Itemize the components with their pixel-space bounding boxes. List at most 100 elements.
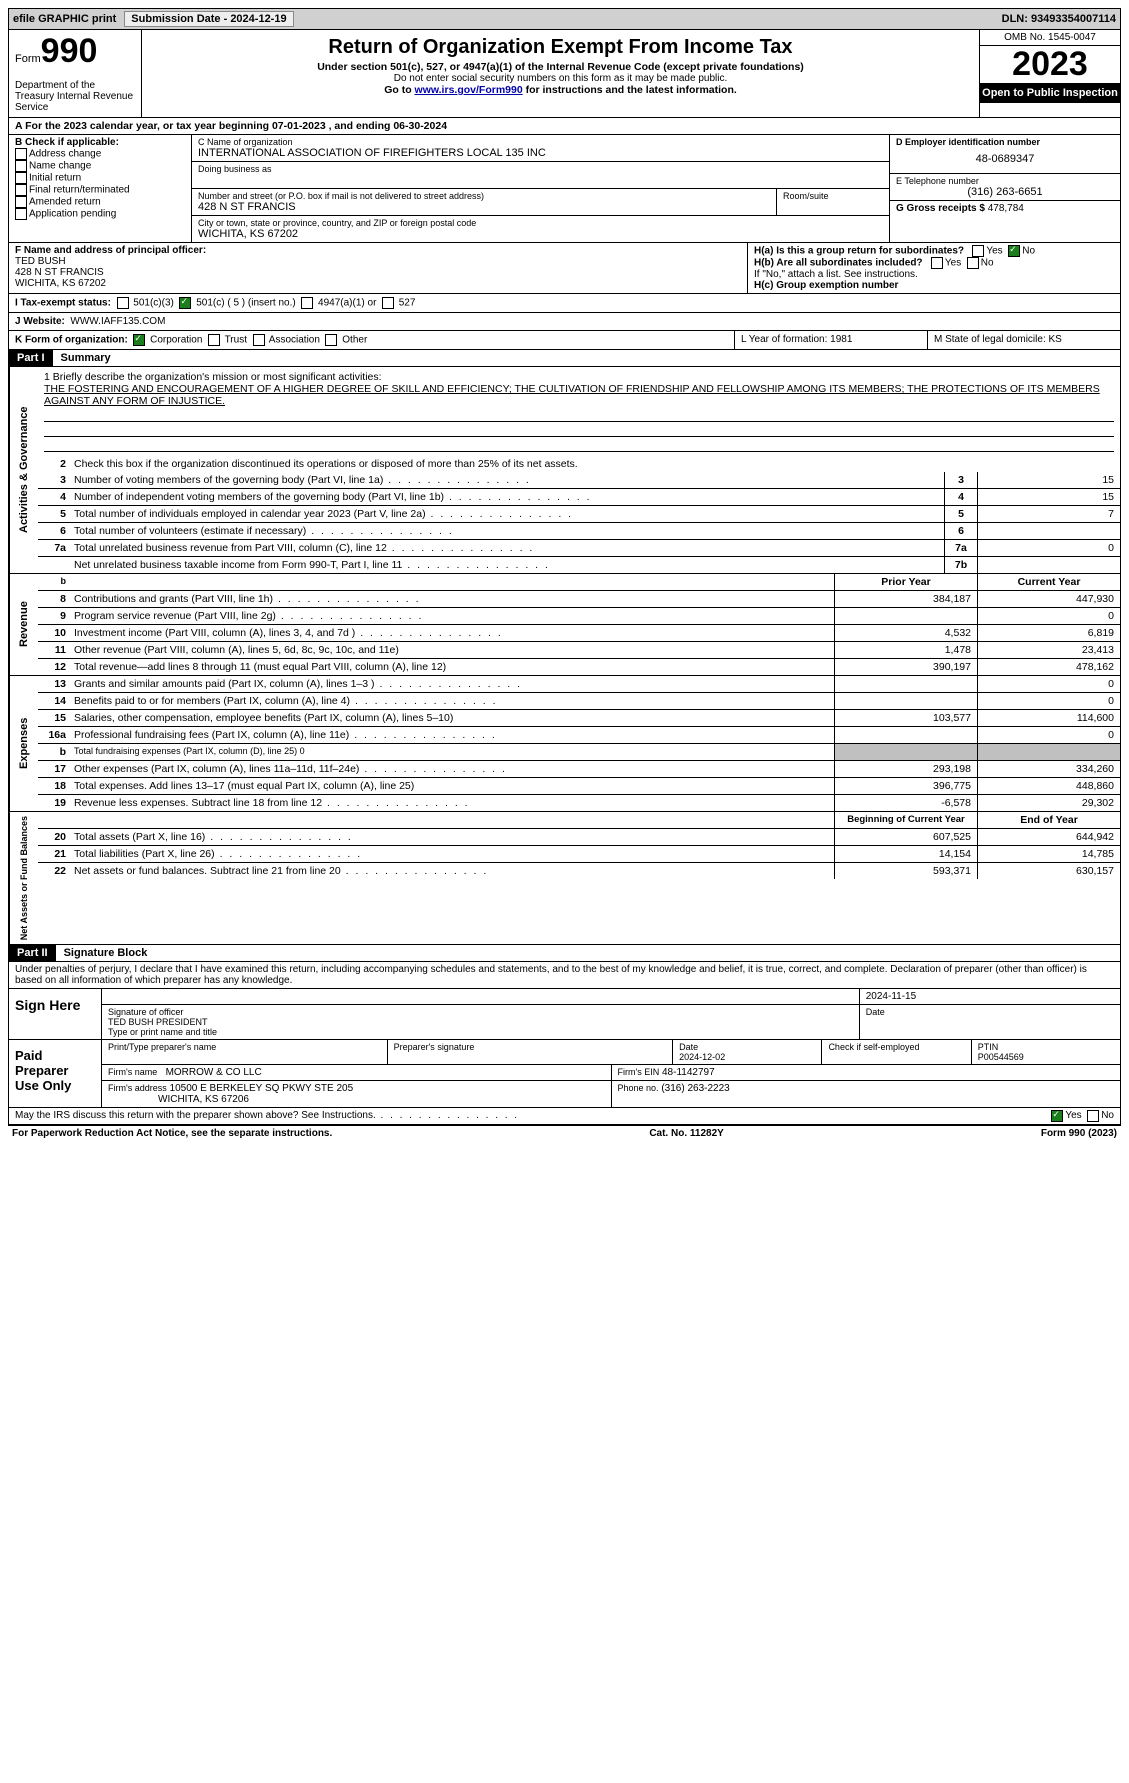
state-domicile: M State of legal domicile: KS (928, 331, 1120, 349)
goto-post: for instructions and the latest informat… (523, 84, 737, 96)
line12-prior: 390,197 (834, 659, 977, 675)
gross-label: G Gross receipts $ (896, 203, 985, 214)
address-change-checkbox[interactable] (15, 148, 27, 160)
other-checkbox[interactable] (325, 334, 337, 346)
opt-corp: Corporation (150, 335, 202, 346)
line7a-desc: Total unrelated business revenue from Pa… (70, 540, 944, 556)
opt-address: Address change (29, 149, 101, 160)
line2: Check this box if the organization disco… (70, 456, 1120, 472)
line18-desc: Total expenses. Add lines 13–17 (must eq… (70, 778, 834, 794)
sign-here-label: Sign Here (9, 989, 102, 1039)
website-value: WWW.IAFF135.COM (70, 316, 165, 327)
hb-no-checkbox[interactable] (967, 257, 979, 269)
501c-checkbox[interactable] (179, 297, 191, 309)
line11-curr: 23,413 (977, 642, 1120, 658)
discuss-row: May the IRS discuss this return with the… (8, 1108, 1121, 1125)
line8-desc: Contributions and grants (Part VIII, lin… (70, 591, 834, 607)
side-governance: Activities & Governance (9, 367, 38, 573)
application-pending-checkbox[interactable] (15, 208, 27, 220)
ha-no: No (1022, 246, 1035, 257)
hdr-end: End of Year (977, 812, 1120, 828)
tax-year: 2023 (980, 46, 1120, 83)
revenue-section: Revenue bPrior YearCurrent Year 8Contrib… (8, 574, 1121, 676)
ha-no-checkbox[interactable] (1008, 245, 1020, 257)
governance-section: Activities & Governance 1 Briefly descri… (8, 367, 1121, 574)
sig-date-label: Date (860, 1005, 1120, 1039)
corp-checkbox[interactable] (133, 334, 145, 346)
ptin-value: P00544569 (978, 1052, 1024, 1062)
line14-prior (834, 693, 977, 709)
discuss-no-checkbox[interactable] (1087, 1110, 1099, 1122)
opt-pending: Application pending (29, 209, 116, 220)
side-net-assets: Net Assets or Fund Balances (9, 812, 38, 944)
opt-name: Name change (29, 161, 91, 172)
line19-desc: Revenue less expenses. Subtract line 18 … (70, 795, 834, 811)
ha-label: H(a) Is this a group return for subordin… (754, 246, 964, 257)
line5-desc: Total number of individuals employed in … (70, 506, 944, 522)
name-change-checkbox[interactable] (15, 160, 27, 172)
city-value: WICHITA, KS 67202 (198, 228, 883, 240)
hdr-prior: Prior Year (834, 574, 977, 590)
irs-link[interactable]: www.irs.gov/Form990 (415, 84, 523, 96)
perjury-text: Under penalties of perjury, I declare th… (8, 962, 1121, 989)
ha-yes: Yes (986, 246, 1002, 257)
line10-desc: Investment income (Part VIII, column (A)… (70, 625, 834, 641)
initial-return-checkbox[interactable] (15, 172, 27, 184)
line12-curr: 478,162 (977, 659, 1120, 675)
firm-name: MORROW & CO LLC (166, 1067, 262, 1078)
line3-val: 15 (977, 472, 1120, 488)
opt-other: Other (342, 335, 367, 346)
omb-number: OMB No. 1545-0047 (980, 30, 1120, 46)
line11-desc: Other revenue (Part VIII, column (A), li… (70, 642, 834, 658)
ein-label: D Employer identification number (896, 137, 1040, 147)
line18-curr: 448,860 (977, 778, 1120, 794)
line17-prior: 293,198 (834, 761, 977, 777)
trust-checkbox[interactable] (208, 334, 220, 346)
sign-date: 2024-11-15 (860, 989, 1120, 1004)
tel-value: (316) 263-6651 (896, 186, 1114, 198)
street-label: Number and street (or P.O. box if mail i… (198, 191, 770, 201)
line6-desc: Total number of volunteers (estimate if … (70, 523, 944, 539)
line16b-desc: Total fundraising expenses (Part IX, col… (70, 744, 834, 760)
firm-ein: 48-1142797 (662, 1067, 715, 1078)
hb-yes-checkbox[interactable] (931, 257, 943, 269)
street-value: 428 N ST FRANCIS (198, 201, 770, 213)
org-name-label: C Name of organization (198, 137, 883, 147)
assoc-checkbox[interactable] (253, 334, 265, 346)
line15-desc: Salaries, other compensation, employee b… (70, 710, 834, 726)
preparer-name-label: Print/Type preparer's name (102, 1040, 388, 1064)
ptin-label: PTIN (978, 1042, 999, 1052)
tel-label: E Telephone number (896, 176, 1114, 186)
hb-label: H(b) Are all subordinates included? (754, 258, 923, 269)
4947-checkbox[interactable] (301, 297, 313, 309)
line21-prior: 14,154 (834, 846, 977, 862)
discuss-no: No (1101, 1110, 1114, 1122)
submission-date-button[interactable]: Submission Date - 2024-12-19 (124, 11, 293, 27)
line4-desc: Number of independent voting members of … (70, 489, 944, 505)
final-return-checkbox[interactable] (15, 184, 27, 196)
hdr-beginning: Beginning of Current Year (834, 812, 977, 828)
entity-info-section: B Check if applicable: Address change Na… (8, 135, 1121, 243)
opt-final: Final return/terminated (29, 185, 130, 196)
hdr-curr: Current Year (977, 574, 1120, 590)
line11-prior: 1,478 (834, 642, 977, 658)
website-row: J Website: WWW.IAFF135.COM (8, 313, 1121, 331)
net-assets-section: Net Assets or Fund Balances Beginning of… (8, 812, 1121, 945)
officer-label: F Name and address of principal officer: (15, 245, 206, 256)
501c3-checkbox[interactable] (117, 297, 129, 309)
line19-curr: 29,302 (977, 795, 1120, 811)
ha-yes-checkbox[interactable] (972, 245, 984, 257)
city-label: City or town, state or province, country… (198, 218, 883, 228)
amended-return-checkbox[interactable] (15, 196, 27, 208)
line13-desc: Grants and similar amounts paid (Part IX… (70, 676, 834, 692)
527-checkbox[interactable] (382, 297, 394, 309)
self-emp-label: Check if self-employed (828, 1042, 919, 1052)
part2-title: Signature Block (56, 945, 156, 961)
line7a-val: 0 (977, 540, 1120, 556)
subtitle-1: Under section 501(c), 527, or 4947(a)(1)… (150, 61, 971, 73)
line7b-val (977, 557, 1120, 573)
subtitle-2: Do not enter social security numbers on … (150, 73, 971, 84)
column-b-checkboxes: B Check if applicable: Address change Na… (9, 135, 192, 242)
discuss-yes-checkbox[interactable] (1051, 1110, 1063, 1122)
line20-prior: 607,525 (834, 829, 977, 845)
